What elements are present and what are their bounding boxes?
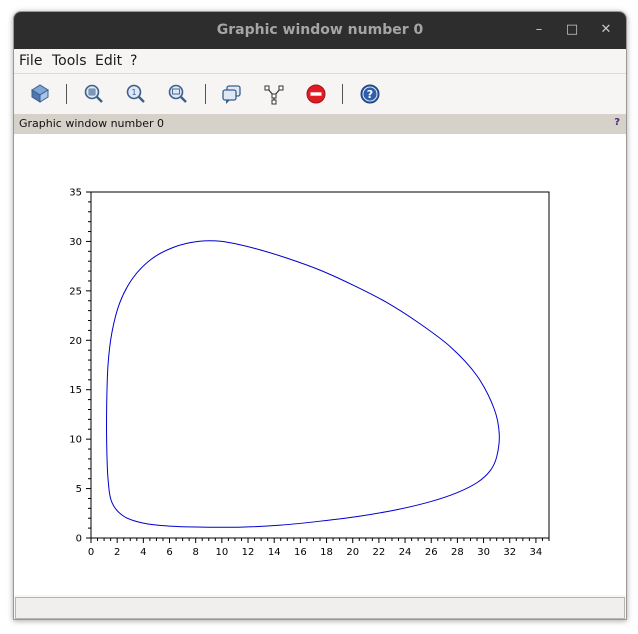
plot-canvas[interactable]: 0 2 4 6 8 10 12 14 16 18 20 22 24 26 28 30 32 34 0 5 10 15 20 2…	[14, 134, 626, 595]
zoom-selection-icon[interactable]	[166, 82, 190, 106]
x-tick-label: 8	[192, 547, 198, 558]
y-tick-label: 0	[76, 534, 82, 545]
x-tick-label: 12	[242, 547, 255, 558]
info-help-icon[interactable]: ?	[614, 117, 620, 128]
menu-bar: File Tools Edit ?	[14, 49, 626, 74]
x-tick-label: 34	[530, 547, 543, 558]
x-tick-label: 10	[215, 547, 228, 558]
info-bar: Graphic window number 0 ?	[14, 114, 626, 134]
maximize-button[interactable]: □	[565, 22, 579, 37]
zoom-grid-icon[interactable]	[82, 82, 106, 106]
x-tick-label: 22	[373, 547, 386, 558]
x-tick-label: 6	[166, 547, 172, 558]
rotate-icon[interactable]	[28, 82, 52, 106]
plot-area: 0 2 4 6 8 10 12 14 16 18 20 22 24 26 28 30 32 34051015202…	[69, 188, 550, 558]
y-tick-label: 5	[76, 484, 82, 495]
x-tick-label: 2	[114, 547, 120, 558]
y-tick-label: 25	[69, 286, 82, 297]
minimize-button[interactable]: –	[535, 22, 543, 37]
y-tick-label: 20	[69, 336, 82, 347]
edit-path-icon[interactable]	[262, 82, 286, 106]
x-tick-label: 18	[320, 547, 333, 558]
toolbar-separator	[342, 84, 343, 104]
series-line	[106, 240, 500, 528]
menu-file[interactable]: File	[19, 53, 43, 69]
toolbar-separator	[66, 84, 67, 104]
status-bar	[15, 597, 625, 619]
plot-frame	[90, 191, 550, 539]
toolbar-separator	[205, 84, 206, 104]
x-tick-label: 20	[346, 547, 359, 558]
y-tick-label: 10	[69, 435, 82, 446]
y-tick-label: 15	[69, 385, 82, 396]
menu-edit[interactable]: Edit	[95, 53, 123, 69]
x-tick-label: 32	[503, 547, 516, 558]
svg-text:?: ?	[367, 88, 373, 101]
x-tick-label: 30	[477, 547, 490, 558]
x-tick-label: 26	[425, 547, 438, 558]
info-bar-text: Graphic window number 0	[19, 117, 164, 130]
x-tick-label: 4	[140, 547, 146, 558]
x-tick-label: 24	[399, 547, 412, 558]
x-tick-label: 28	[451, 547, 464, 558]
menu-help[interactable]: ?	[130, 53, 138, 69]
menu-tools[interactable]: Tools	[52, 53, 87, 69]
svg-text:1: 1	[132, 88, 137, 97]
zoom-original-icon[interactable]: 1	[124, 82, 148, 106]
graphic-window: Graphic window number 0 – □ ✕ File Tools…	[13, 11, 627, 620]
y-tick-label: 35	[69, 188, 82, 199]
stop-icon[interactable]	[304, 82, 328, 106]
toolbar: 1	[14, 74, 626, 114]
close-button[interactable]: ✕	[600, 22, 612, 37]
x-tick-label: 16	[294, 547, 307, 558]
title-bar[interactable]: Graphic window number 0 – □ ✕	[14, 12, 626, 49]
datatip-icon[interactable]	[220, 82, 244, 106]
x-tick-label: 0	[88, 547, 94, 558]
y-tick-label: 30	[69, 237, 82, 248]
help-icon[interactable]: ?	[358, 82, 382, 106]
x-tick-label: 14	[268, 547, 281, 558]
window-title: Graphic window number 0	[216, 22, 424, 38]
